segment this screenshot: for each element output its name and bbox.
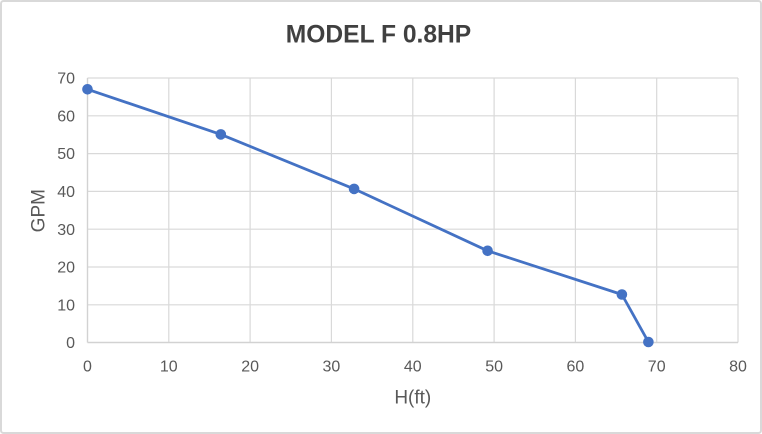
svg-text:40: 40 <box>404 359 422 376</box>
svg-text:MODEL F 0.8HP: MODEL F 0.8HP <box>286 21 471 48</box>
svg-text:70: 70 <box>57 71 75 88</box>
svg-text:60: 60 <box>567 359 585 376</box>
svg-text:GPM: GPM <box>29 189 50 232</box>
svg-text:70: 70 <box>648 359 666 376</box>
svg-text:30: 30 <box>57 222 75 239</box>
svg-text:30: 30 <box>323 359 341 376</box>
svg-text:0: 0 <box>66 335 75 352</box>
svg-text:80: 80 <box>729 359 747 376</box>
svg-text:20: 20 <box>57 260 75 277</box>
svg-text:10: 10 <box>57 297 75 314</box>
svg-text:20: 20 <box>241 359 259 376</box>
svg-text:H(ft): H(ft) <box>394 388 431 409</box>
svg-text:50: 50 <box>485 359 503 376</box>
svg-text:60: 60 <box>57 108 75 125</box>
svg-text:10: 10 <box>160 359 178 376</box>
svg-text:40: 40 <box>57 184 75 201</box>
svg-text:50: 50 <box>57 146 75 163</box>
svg-text:0: 0 <box>83 359 92 376</box>
